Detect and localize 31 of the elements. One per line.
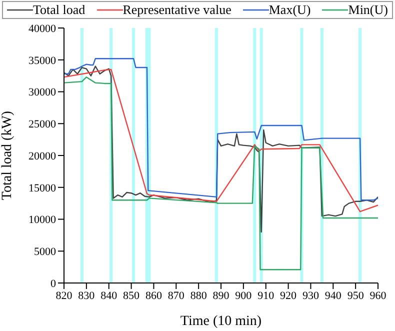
x-tick-label: 830 xyxy=(78,290,96,302)
y-tick-label: 25000 xyxy=(28,118,56,131)
y-tick-label: 0 xyxy=(50,278,56,290)
x-tick-label: 820 xyxy=(56,290,73,302)
legend-label: Max(U) xyxy=(268,2,311,18)
x-tick-label: 910 xyxy=(258,290,275,302)
x-tick-label: 840 xyxy=(100,290,118,302)
y-tick-label: 30000 xyxy=(28,86,56,99)
y-tick-label: 20000 xyxy=(28,150,56,162)
y-tick-label: 15000 xyxy=(28,182,56,194)
x-tick-label: 880 xyxy=(190,290,208,302)
legend-label: Total load xyxy=(33,2,86,18)
y-tick-label: 5000 xyxy=(34,246,56,258)
x-tick-label: 960 xyxy=(370,290,387,302)
legend-label: Representative value xyxy=(122,2,232,18)
x-tick-label: 900 xyxy=(235,290,252,302)
x-axis-title: Time (10 min) xyxy=(180,314,262,329)
y-tick-label: 40000 xyxy=(28,22,56,35)
x-tick-label: 890 xyxy=(212,290,230,302)
x-tick-label: 950 xyxy=(347,290,364,302)
y-axis-title: Total load (kW) xyxy=(0,110,15,200)
y-tick-label: 35000 xyxy=(28,54,56,67)
y-tick-label: 10000 xyxy=(28,214,56,226)
x-tick-label: 850 xyxy=(123,290,140,302)
x-tick-label: 920 xyxy=(280,290,298,302)
x-tick-label: 940 xyxy=(324,290,342,302)
x-tick-label: 860 xyxy=(145,290,162,302)
legend-label: Min(U) xyxy=(348,2,388,18)
x-tick-label: 930 xyxy=(302,290,320,302)
line-series xyxy=(64,76,378,270)
x-tick-label: 870 xyxy=(168,290,185,302)
